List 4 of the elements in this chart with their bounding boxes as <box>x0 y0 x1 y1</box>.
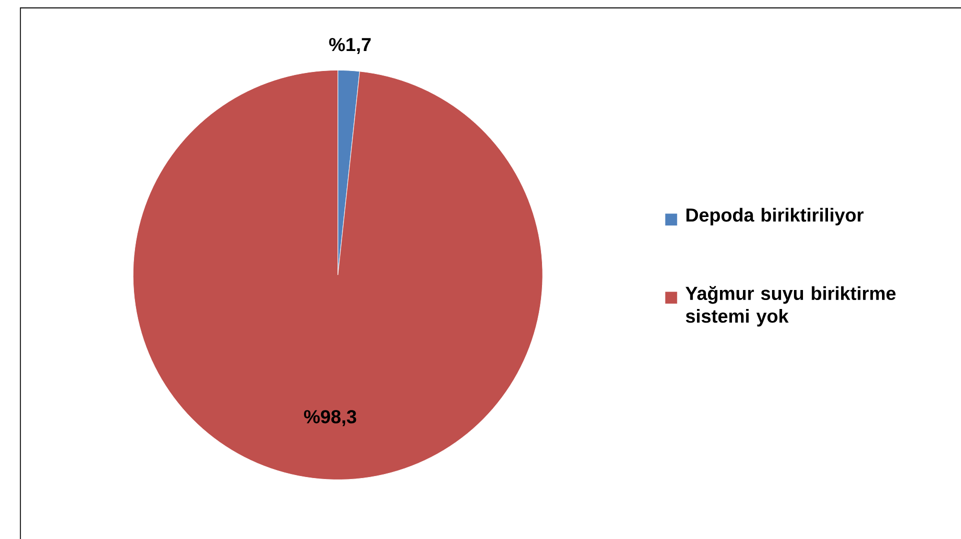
legend-label: Depoda biriktiriliyor <box>686 208 864 226</box>
legend-label: Yağmur suyu biriktirme sistemi yok <box>686 286 896 326</box>
data-label: %1,7 <box>329 38 371 54</box>
data-label: %98,3 <box>304 410 356 426</box>
